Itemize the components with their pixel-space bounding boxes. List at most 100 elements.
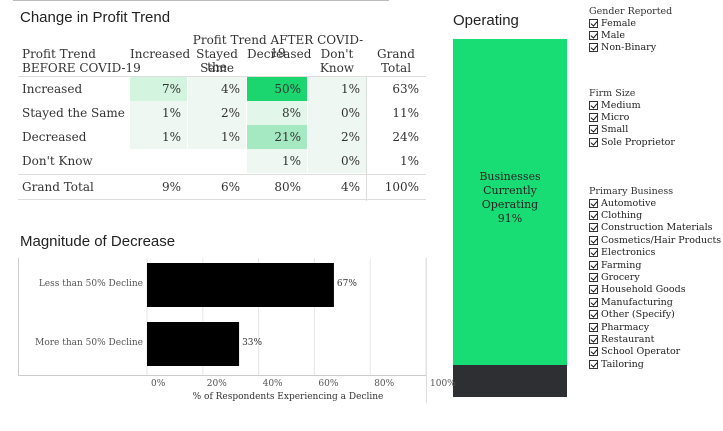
x-tick-label: 60% [318,379,339,389]
filter-option[interactable]: Pharmacy [589,321,649,333]
bar[interactable] [147,322,240,366]
table-cell[interactable]: 1% [130,125,187,149]
bar[interactable] [147,263,334,307]
bar-value-label: 33% [242,338,263,348]
checkbox-checked-icon[interactable] [589,310,598,320]
table-cell[interactable]: 7% [130,77,187,101]
filter-option[interactable]: School Operator [589,346,680,358]
filter-option-label: Male [601,29,626,41]
filter-option[interactable]: Farming [589,259,641,271]
checkbox-checked-icon[interactable] [589,285,598,295]
table-cell[interactable] [130,149,187,173]
filter-option-label: Small [601,124,629,136]
table-cell[interactable]: 2% [308,125,366,149]
table-cell[interactable]: 4% [308,175,366,199]
x-tick-label: 100% [430,379,456,389]
checkbox-checked-icon[interactable] [589,223,598,233]
filter-option[interactable]: Sole Proprietor [589,136,675,148]
checkbox-checked-icon[interactable] [589,43,598,53]
filter-option[interactable]: Female [589,17,636,29]
filter-option-label: School Operator [601,346,681,358]
checkbox-checked-icon[interactable] [589,198,598,208]
filter-option[interactable]: Cosmetics/Hair Products [589,234,721,246]
table-cell[interactable]: 0% [308,101,366,125]
table-cell[interactable]: 1% [130,101,187,125]
top-divider [13,0,389,1]
table-cell[interactable]: 8% [247,101,307,125]
table-cell[interactable]: 9% [130,175,187,199]
table-cell[interactable]: 0% [308,149,366,173]
filter-option[interactable]: Male [589,29,625,41]
table-cell[interactable]: 21% [247,125,307,149]
filter-option[interactable]: Household Goods [589,284,686,296]
filter-option[interactable]: Grocery [589,271,640,283]
filter-option[interactable]: Non-Binary [589,42,656,54]
table-cell[interactable]: 24% [367,125,425,149]
table-cell[interactable]: 1% [367,149,425,173]
checkbox-checked-icon[interactable] [589,260,598,270]
filter-option-label: Other (Specify) [601,309,675,321]
filter-option[interactable]: Small [589,124,628,136]
x-tick-label: 80% [374,379,395,389]
filter-option-label: Household Goods [601,284,686,296]
table-cell[interactable]: 63% [367,77,425,101]
table-cell[interactable]: 1% [308,77,366,101]
table-cell[interactable]: 80% [247,175,307,199]
header-divider [18,76,426,77]
checkbox-checked-icon[interactable] [589,112,598,122]
filter-option-label: Manufacturing [601,296,673,308]
filter-option-label: Electronics [601,247,656,259]
filter-option[interactable]: Construction Materials [589,222,712,234]
col-header-dontknow-line2: Know [319,61,355,75]
before-covid-header-line1: Profit Trend [22,47,96,61]
checkbox-checked-icon[interactable] [589,297,598,307]
filter-option[interactable]: Manufacturing [589,296,673,308]
checkbox-checked-icon[interactable] [589,235,598,245]
checkbox-checked-icon[interactable] [589,248,598,258]
magnitude-title: Magnitude of Decrease [20,233,176,250]
operating-title: Operating [453,12,519,29]
col-header-grand-line1: Grand [377,47,415,61]
table-cell[interactable]: 1% [188,125,246,149]
profit-trend-title: Change in Profit Trend [20,9,171,26]
filter-option-label: Female [601,17,637,29]
filter-option[interactable]: Electronics [589,247,655,259]
table-cell[interactable] [188,149,246,173]
checkbox-checked-icon[interactable] [589,100,598,110]
filter-option-label: Medium [601,99,641,111]
filter-option[interactable]: Micro [589,111,629,123]
table-cell[interactable]: 50% [247,77,307,101]
bar-category-label: Less than 50% Decline [38,279,143,289]
filter-option-label: Grocery [601,271,640,283]
filter-option[interactable]: Tailoring [589,358,644,370]
grand-total-divider [366,76,367,201]
checkbox-checked-icon[interactable] [589,359,598,369]
table-cell[interactable]: 1% [247,149,307,173]
bar-value-label: 67% [336,279,357,289]
checkbox-checked-icon[interactable] [589,272,598,282]
row-label: Don't Know [22,154,93,168]
checkbox-checked-icon[interactable] [589,347,598,357]
filter-option[interactable]: Medium [589,99,641,111]
checkbox-checked-icon[interactable] [589,137,598,147]
checkbox-checked-icon[interactable] [589,322,598,332]
checkbox-checked-icon[interactable] [589,18,598,28]
filter-option[interactable]: Clothing [589,209,642,221]
table-cell[interactable]: 2% [188,101,246,125]
table-cell[interactable]: 100% [367,175,425,199]
table-cell[interactable]: 6% [188,175,246,199]
filter-option[interactable]: Other (Specify) [589,309,675,321]
checkbox-checked-icon[interactable] [589,30,598,40]
checkbox-checked-icon[interactable] [589,334,598,344]
filter-option-label: Restaurant [601,333,655,345]
chart-bottom-border [18,375,426,376]
table-bottom-line [18,199,426,200]
table-cell[interactable]: 4% [188,77,246,101]
col-header-grand-line2: Total [380,61,412,75]
checkbox-checked-icon[interactable] [589,210,598,220]
filter-option-label: Tailoring [601,358,644,370]
table-cell[interactable]: 11% [367,101,425,125]
filter-option[interactable]: Restaurant [589,333,654,345]
filter-option[interactable]: Automotive [589,197,656,209]
checkbox-checked-icon[interactable] [589,125,598,135]
